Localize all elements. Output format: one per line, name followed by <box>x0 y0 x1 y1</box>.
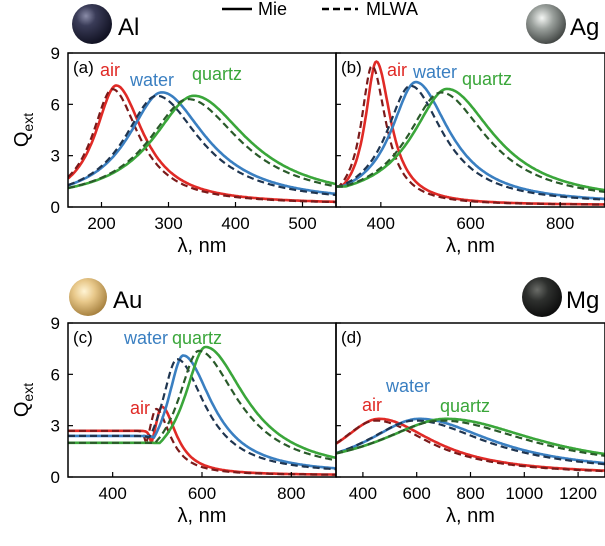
x-axis-title: λ, nm <box>446 235 495 257</box>
silver-sphere-icon <box>526 4 566 44</box>
curves <box>336 417 605 473</box>
plot-panel-al: 200 300 400 500 0 3 6 9 λ, nm (a) air water quartz <box>51 44 337 257</box>
x-tick-label: 600 <box>456 214 484 233</box>
series-air-mlwa-line <box>336 419 605 473</box>
y-tick-label: 0 <box>51 468 60 487</box>
aluminum-sphere-icon <box>72 4 112 44</box>
panel-tag: (a) <box>73 58 94 77</box>
y-tick-label: 9 <box>51 44 60 63</box>
series-label-air: air <box>387 60 407 80</box>
series-quartz-mie-line <box>68 94 336 190</box>
panel-tag: (b) <box>341 58 362 77</box>
legend: Mie MLWA <box>222 0 418 19</box>
x-tick-label: 1000 <box>505 484 543 503</box>
x-tick-label: 600 <box>188 484 216 503</box>
curves <box>68 345 336 476</box>
y-axis-title-bottom: Qext <box>11 383 36 417</box>
legend-dashed-label: MLWA <box>366 0 418 19</box>
series-label-quartz: quartz <box>462 69 512 89</box>
panel-tag: (d) <box>341 328 362 347</box>
metal-label-ag: Ag <box>570 14 599 41</box>
series-label-water: water <box>129 70 174 90</box>
x-tick-label: 400 <box>349 484 377 503</box>
series-quartz-mlwa-line <box>336 419 605 457</box>
series-label-water: water <box>412 62 457 82</box>
x-tick-label: 800 <box>546 214 574 233</box>
plot-panel-ag: 400 600 800 λ, nm (b) air water quartz <box>335 52 605 257</box>
y-axis-title-main: Q <box>11 402 33 418</box>
series-label-quartz: quartz <box>192 64 242 84</box>
series-quartz-mlwa-line <box>68 98 336 190</box>
x-tick-label: 500 <box>288 214 316 233</box>
magnesium-sphere-icon <box>522 277 562 317</box>
x-tick-label: 800 <box>456 484 484 503</box>
y-tick-label: 3 <box>51 147 60 166</box>
x-tick-label: 800 <box>277 484 305 503</box>
y-axis-title-main: Q <box>11 132 33 148</box>
metal-label-mg: Mg <box>566 287 599 314</box>
series-air-mlwa-line <box>68 88 336 204</box>
y-axis-title-top: Qext <box>11 113 36 147</box>
x-tick-label: 300 <box>154 214 182 233</box>
x-tick-label: 200 <box>87 214 115 233</box>
series-quartz-mie-line <box>336 87 605 192</box>
metal-label-au: Au <box>113 287 142 314</box>
series-water-mlwa-line <box>68 358 336 471</box>
series-air-mie-line <box>336 417 605 472</box>
series-water-mlwa-line <box>336 419 605 466</box>
x-axis-title: λ, nm <box>446 505 495 527</box>
y-tick-label: 6 <box>51 95 60 114</box>
series-label-quartz: quartz <box>172 328 222 348</box>
x-tick-label: 600 <box>403 484 431 503</box>
x-axis-title: λ, nm <box>178 505 227 527</box>
series-quartz-mlwa-line <box>336 91 605 193</box>
y-tick-label: 6 <box>51 365 60 384</box>
metal-label-al: Al <box>118 14 139 41</box>
series-water-mie-line <box>68 354 336 470</box>
y-tick-label: 0 <box>51 198 60 217</box>
series-label-air: air <box>100 60 120 80</box>
gold-sphere-icon <box>69 278 107 316</box>
series-water-mie-line <box>68 91 336 196</box>
x-tick-label: 400 <box>221 214 249 233</box>
metal-labels: Al Ag Au Mg <box>69 4 599 317</box>
series-label-air: air <box>130 398 150 418</box>
y-tick-label: 3 <box>51 417 60 436</box>
plot-panel-au: 400 600 800 0 3 6 9 λ, nm (c) air water quartz <box>51 314 337 527</box>
x-tick-label: 400 <box>367 214 395 233</box>
series-label-water: water <box>123 328 168 348</box>
y-tick-label: 9 <box>51 314 60 333</box>
series-label-quartz: quartz <box>440 396 490 416</box>
svg-text:Qext: Qext <box>11 113 36 147</box>
x-tick-label: 1200 <box>559 484 597 503</box>
x-tick-label: 400 <box>98 484 126 503</box>
series-label-water: water <box>385 376 430 396</box>
svg-text:Qext: Qext <box>11 383 36 417</box>
y-axis-title-sub: ext <box>20 383 36 402</box>
panel-tag: (c) <box>73 328 93 347</box>
series-water-mlwa-line <box>336 84 605 201</box>
series-quartz-mie-line <box>68 345 336 460</box>
series-quartz-mlwa-line <box>68 349 336 462</box>
x-axis-title: λ, nm <box>178 235 227 257</box>
series-water-mlwa-line <box>68 94 336 197</box>
series-label-air: air <box>362 395 382 415</box>
y-axis-title-sub: ext <box>20 113 36 132</box>
curves <box>68 84 336 204</box>
series-water-mie-line <box>336 80 605 201</box>
legend-solid-label: Mie <box>258 0 287 19</box>
